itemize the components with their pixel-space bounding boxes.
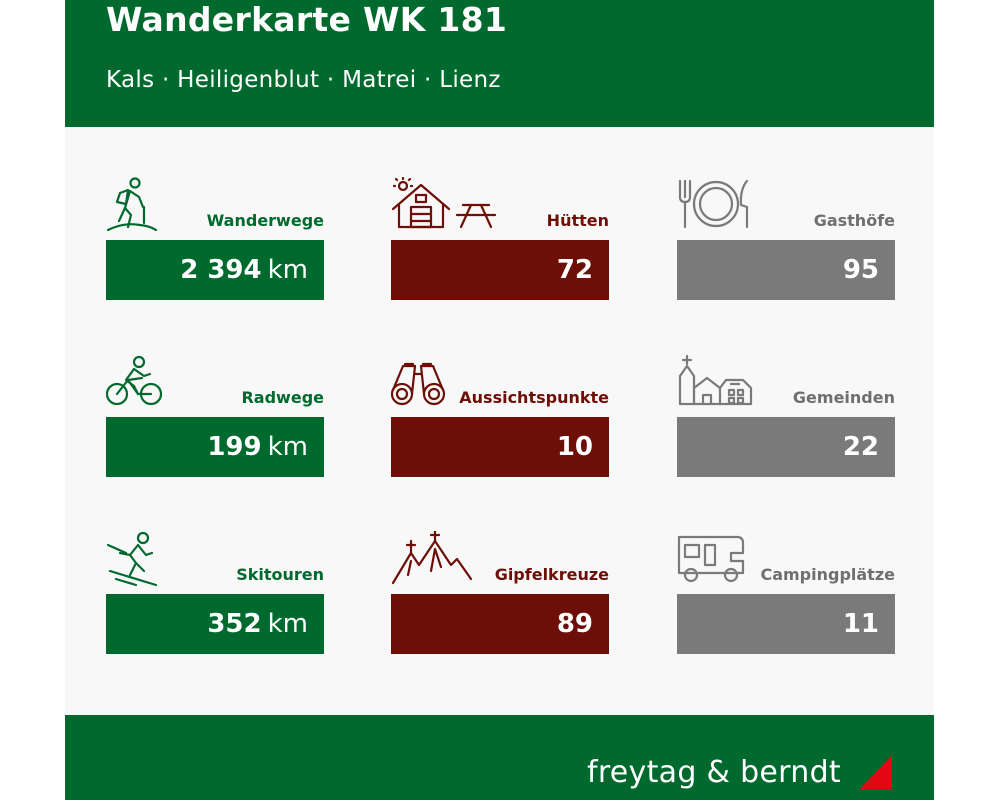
stat-unit: km [267,432,308,462]
stat-value-bar: 199 km [106,417,324,477]
stat-value: 10 [557,431,593,463]
stat-value-bar: 11 [677,594,895,654]
stat-value-bar: 95 [677,240,895,300]
stat-number: 89 [556,609,593,639]
stat-unit: km [267,609,308,639]
stat-card-gemeinden: Gemeinden 22 [677,354,895,479]
stat-label: Gasthöfe [813,211,895,230]
stats-panel: Wanderwege 2 394 km Hütten [65,127,934,715]
stat-value-bar: 22 [677,417,895,477]
stat-number: 352 [207,609,262,639]
header-banner: Wanderkarte WK 181 Kals · Heiligenblut ·… [65,0,934,127]
stat-label: Hütten [546,211,609,230]
village-icon [678,354,753,406]
stat-number: 10 [556,432,593,462]
stat-card-gasthoefe: Gasthöfe 95 [677,177,895,302]
stat-label: Radwege [241,388,324,407]
stat-card-radwege: Radwege 199 km [106,354,324,479]
page-title: Wanderkarte WK 181 [106,0,508,39]
stat-unit: km [267,255,308,285]
stat-card-skitouren: Skitouren 352 km [106,531,324,656]
stat-card-gipfelkreuze: Gipfelkreuze 89 [391,531,609,656]
stat-card-huetten: Hütten 72 [391,177,609,302]
stat-value: 11 [843,608,879,640]
stat-number: 72 [556,255,593,285]
stat-value-bar: 352 km [106,594,324,654]
page-subtitle: Kals · Heiligenblut · Matrei · Lienz [106,67,501,93]
stat-value-bar: 89 [391,594,609,654]
stat-number: 11 [842,609,879,639]
stat-value: 72 [557,254,593,286]
stat-value: 95 [843,254,879,286]
cyclist-icon [106,355,162,406]
footer-banner: freytag & berndt [65,715,934,800]
binoculars-icon [391,362,446,406]
stat-card-aussichtspunkte: Aussichtspunkte 10 [391,354,609,479]
stat-label: Gipfelkreuze [494,565,609,584]
brand-name: freytag & berndt [586,755,841,790]
stat-value-bar: 2 394 km [106,240,324,300]
stat-value: 199 km [207,431,308,463]
stat-label: Skitouren [236,565,324,584]
hiker-icon [106,177,158,232]
stat-card-wanderwege: Wanderwege 2 394 km [106,177,324,302]
stat-number: 199 [207,432,262,462]
stat-value: 352 km [207,608,308,640]
stat-card-campingplaetze: Campingplätze 11 [677,531,895,656]
stat-label: Gemeinden [792,388,895,407]
skier-icon [106,531,158,587]
stat-value: 2 394 km [180,254,308,286]
stat-number: 22 [842,432,879,462]
summit-cross-icon [391,531,473,585]
stat-label: Wanderwege [206,211,324,230]
stat-value-bar: 72 [391,240,609,300]
plate-cutlery-icon [678,179,749,229]
stat-label: Aussichtspunkte [459,388,609,407]
hut-icon [391,177,497,229]
stat-value: 22 [843,431,879,463]
camper-van-icon [677,535,745,583]
stat-value-bar: 10 [391,417,609,477]
brand-triangle-icon [860,755,892,789]
stat-number: 2 394 [180,255,262,285]
stat-label: Campingplätze [760,565,895,584]
stat-value: 89 [557,608,593,640]
stat-number: 95 [842,255,879,285]
